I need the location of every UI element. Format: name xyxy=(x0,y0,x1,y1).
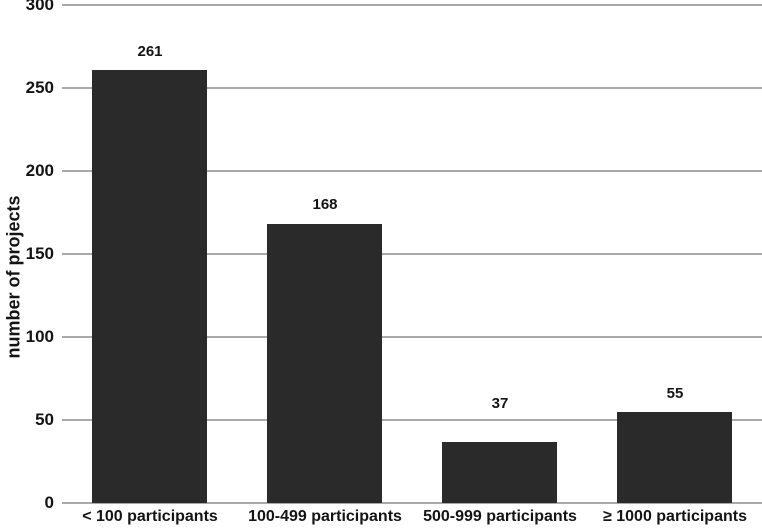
bar xyxy=(267,224,382,503)
y-tick-label: 250 xyxy=(25,78,54,97)
gridline xyxy=(62,170,762,172)
x-category-label: < 100 participants xyxy=(82,508,218,525)
gridline xyxy=(62,87,762,89)
y-tick-label: 50 xyxy=(35,410,54,429)
x-category-label: 500-999 participants xyxy=(423,508,577,525)
bar-value-label: 37 xyxy=(491,395,509,412)
bar xyxy=(92,70,207,503)
bar xyxy=(442,442,557,503)
y-tick-label: 0 xyxy=(44,493,54,512)
x-axis-line xyxy=(62,502,762,504)
gridline xyxy=(62,419,762,421)
x-category-label: 100-499 participants xyxy=(248,508,402,525)
y-tick-label: 200 xyxy=(25,161,54,180)
bar xyxy=(617,412,732,503)
y-tick-label: 150 xyxy=(25,244,54,263)
bar-value-label: 55 xyxy=(666,385,684,402)
gridline xyxy=(62,336,762,338)
x-category-label: ≥ 1000 participants xyxy=(603,508,747,525)
gridline xyxy=(62,253,762,255)
y-tick-label: 300 xyxy=(25,0,54,14)
y-tick-label: 100 xyxy=(25,327,54,346)
bar-value-label: 168 xyxy=(312,196,338,213)
gridline xyxy=(62,4,762,6)
bar-value-label: 261 xyxy=(137,43,163,60)
